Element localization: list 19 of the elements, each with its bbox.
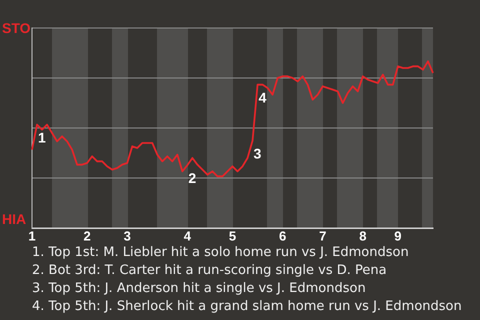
x-tick-label: 1: [28, 228, 36, 244]
text: 1. Top 1st: M. Liebler hit a solo home run vs J. Edmondson: [32, 244, 410, 262]
annotation: 1: [38, 130, 46, 146]
x-tick-label: 9: [394, 228, 402, 244]
annotation: 3: [254, 146, 262, 162]
text: 4. Top 5th: J. Sherlock hit a grand slam home run vs J. Edmondson: [32, 298, 462, 316]
x-tick-label: 5: [228, 228, 236, 244]
annotation: 4: [258, 90, 267, 106]
text: STO: [2, 20, 31, 36]
x-tick-label: 6: [279, 228, 286, 244]
x-tick-label: 8: [359, 228, 366, 244]
annotation: 2: [188, 170, 196, 186]
x-tick-label: 3: [124, 228, 131, 244]
x-tick-label: 7: [319, 228, 326, 244]
x-tick-label: 4: [184, 228, 192, 244]
text: HIA: [2, 211, 26, 227]
text: 2. Bot 3rd: T. Carter hit a run-scoring single vs D. Pena: [32, 262, 388, 280]
text: 3. Top 5th: J. Anderson hit a single vs J. Edmondson: [32, 280, 367, 298]
x-tick-label: 2: [84, 228, 91, 244]
